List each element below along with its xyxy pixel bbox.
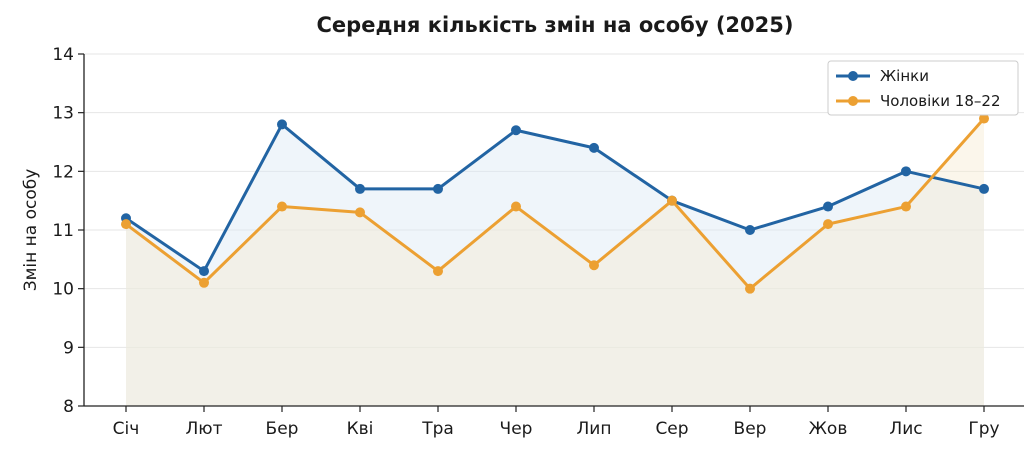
data-point <box>979 183 989 194</box>
x-tick-label: Січ <box>113 419 140 439</box>
data-point <box>433 266 443 277</box>
data-point <box>355 183 365 194</box>
data-point <box>355 207 365 218</box>
series-area-fill <box>126 118 984 407</box>
legend-box <box>827 60 1019 116</box>
legend-swatch-marker <box>848 96 858 106</box>
x-tick-label: Лют <box>186 419 223 439</box>
x-tick-label: Жов <box>809 419 848 439</box>
y-tick-label: 10 <box>52 280 74 300</box>
legend-swatch-marker <box>848 71 858 81</box>
y-ticks: 8 9 10 11 12 13 14 <box>52 45 84 417</box>
data-point <box>901 201 911 212</box>
y-tick-label: 12 <box>52 162 74 182</box>
series-line <box>125 117 986 291</box>
series-fills <box>126 118 984 407</box>
data-point <box>823 201 833 212</box>
gridlines <box>84 53 1024 348</box>
x-tick-label: Лип <box>577 419 612 439</box>
data-point <box>199 277 209 288</box>
x-tick-label: Сер <box>655 419 688 439</box>
legend-label: Жінки <box>880 67 929 85</box>
data-point <box>823 219 833 230</box>
x-tick-label: Гру <box>968 419 999 439</box>
data-point <box>745 225 755 235</box>
data-point <box>589 142 599 153</box>
data-point <box>745 283 755 294</box>
legend: Жінки Чоловіки 18–22 <box>827 60 1019 116</box>
data-point <box>901 166 911 177</box>
y-tick-label: 13 <box>52 104 74 124</box>
x-tick-label: Тра <box>421 419 454 439</box>
x-tick-label: Вер <box>734 419 767 439</box>
data-point <box>511 125 521 136</box>
y-tick-label: 14 <box>52 45 74 65</box>
x-tick-label: Лис <box>889 419 922 439</box>
x-tick-label: Бер <box>266 419 299 439</box>
x-ticks: Січ Лют Бер Кві Тра Чер Лип Сер Вер Жов Лис Гру <box>113 406 1000 439</box>
x-tick-label: Чер <box>500 419 533 439</box>
legend-label: Чоловіки 18–22 <box>880 92 1000 110</box>
data-point <box>589 260 599 271</box>
data-point <box>433 183 443 194</box>
data-point <box>277 119 287 130</box>
series-line <box>125 122 985 273</box>
y-axis-label: Змін на особу <box>21 169 41 292</box>
series-lines <box>121 113 989 294</box>
x-tick-label: Кві <box>347 419 374 439</box>
data-point <box>277 201 287 212</box>
y-tick-label: 8 <box>63 397 74 417</box>
data-point <box>979 113 989 124</box>
data-point <box>121 219 131 230</box>
data-point <box>511 201 521 212</box>
y-tick-label: 11 <box>52 221 74 241</box>
chart-title: Середня кількість змін на особу (2025) <box>317 13 794 37</box>
data-point <box>667 195 677 206</box>
data-point <box>199 266 209 277</box>
y-tick-label: 9 <box>63 338 74 358</box>
series-area-fill <box>126 124 984 407</box>
